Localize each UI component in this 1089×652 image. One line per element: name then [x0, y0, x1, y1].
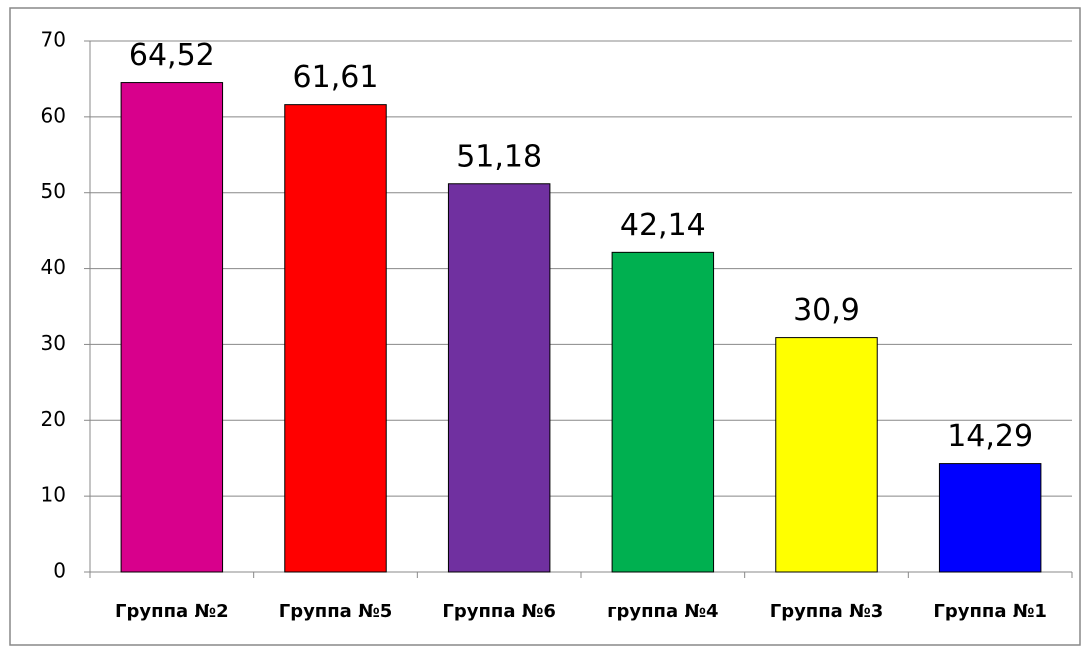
y-tick-label: 0: [53, 559, 66, 583]
bar: [775, 337, 878, 573]
value-label: 51,18: [456, 139, 542, 174]
y-tick-label: 70: [41, 28, 66, 52]
value-label: 42,14: [620, 208, 706, 243]
x-tick-label: Группа №1: [933, 601, 1047, 622]
value-label: 14,29: [947, 419, 1033, 454]
bar: [611, 251, 715, 573]
y-tick-label: 10: [41, 483, 66, 507]
y-tick-label: 40: [41, 255, 66, 279]
y-tick-label: 30: [41, 331, 66, 355]
x-tick-label: Группа №5: [279, 601, 393, 622]
bar: [938, 463, 1042, 573]
bar: [284, 104, 387, 573]
x-tick-label: Группа №6: [442, 601, 556, 622]
bar: [120, 82, 224, 573]
y-tick-label: 20: [41, 407, 66, 431]
y-tick-label: 50: [41, 179, 66, 203]
value-label: 64,52: [129, 38, 215, 73]
value-label: 61,61: [293, 60, 379, 95]
bar: [447, 183, 551, 573]
x-tick-label: Группа №3: [770, 601, 884, 622]
x-tick-label: группа №4: [607, 601, 719, 622]
x-tick-label: Группа №2: [115, 601, 229, 622]
value-label: 30,9: [793, 293, 860, 328]
y-tick-label: 60: [41, 103, 66, 127]
